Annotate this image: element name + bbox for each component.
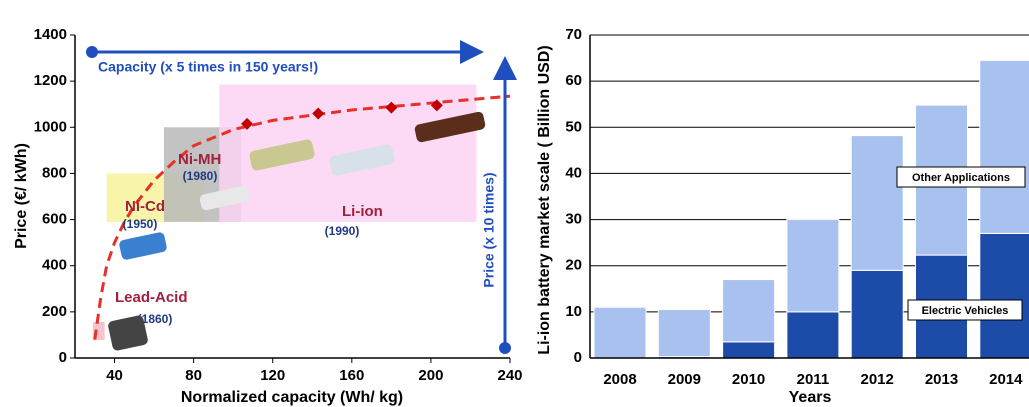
x-tick-label: 2013 bbox=[925, 371, 958, 388]
region-label: Ni-Cd bbox=[125, 198, 165, 215]
battery-icon bbox=[329, 144, 395, 176]
region-label: Li-ion bbox=[342, 203, 383, 220]
y-tick-label: 800 bbox=[42, 164, 67, 181]
foreground-layer: Lead-Acid (1860) Ni-Cd (1950) Ni-MH(1980) Li-… bbox=[34, 26, 1029, 388]
data-point bbox=[385, 101, 398, 114]
y-tick-label: 40 bbox=[565, 164, 582, 181]
y-tick-label: 60 bbox=[565, 72, 582, 89]
y-tick-label: 1000 bbox=[34, 118, 67, 135]
y-tick-label: 1200 bbox=[34, 72, 67, 89]
bar-segment bbox=[786, 219, 840, 313]
region bbox=[92, 322, 105, 341]
x-tick-label: 160 bbox=[339, 367, 364, 384]
battery-icon bbox=[414, 111, 486, 143]
x-tick-label: 120 bbox=[260, 367, 285, 384]
region-year: (1990) bbox=[325, 224, 360, 238]
region-year: (1950) bbox=[123, 217, 158, 231]
legend-label: Electric Vehicles bbox=[922, 305, 1009, 317]
y-tick-label: 600 bbox=[42, 211, 67, 228]
bar-segment bbox=[657, 309, 711, 358]
x-tick-label: 2011 bbox=[797, 371, 830, 388]
bar-segment bbox=[722, 341, 776, 359]
arrow-dot bbox=[499, 342, 511, 354]
y-tick-label: 20 bbox=[565, 257, 582, 274]
x-tick-label: 80 bbox=[185, 367, 202, 384]
x-tick-label: 240 bbox=[497, 367, 522, 384]
x-tick-label: 2008 bbox=[603, 371, 636, 388]
y-tick-label: 0 bbox=[59, 349, 67, 366]
bar-segment bbox=[979, 232, 1029, 359]
x-tick-label: 40 bbox=[106, 367, 123, 384]
y-axis-title: Li-ion battery market scale ( Billion US… bbox=[536, 45, 553, 354]
legend-label: Other Applications bbox=[912, 172, 1010, 184]
y-tick-label: 400 bbox=[42, 257, 67, 274]
y-tick-label: 50 bbox=[565, 118, 582, 135]
legend-box bbox=[896, 166, 1026, 188]
bar-segment bbox=[850, 269, 904, 359]
legend-box bbox=[907, 299, 1023, 321]
region-label: Ni-MH bbox=[178, 151, 221, 168]
y-tick-label: 0 bbox=[574, 349, 582, 366]
region-year: (1980) bbox=[183, 169, 218, 183]
bar-segment bbox=[979, 59, 1029, 234]
x-tick-label: 200 bbox=[418, 367, 443, 384]
x-axis-title: Normalized capacity (Wh/ kg) bbox=[181, 389, 403, 406]
x-axis-title: Years bbox=[789, 389, 832, 406]
battery-icon bbox=[119, 232, 167, 260]
region-year: (1860) bbox=[138, 312, 173, 326]
x-tick-label: 2009 bbox=[668, 371, 701, 388]
battery-icon bbox=[108, 315, 148, 351]
y-tick-label: 10 bbox=[565, 303, 582, 320]
x-tick-label: 2010 bbox=[732, 371, 765, 388]
bar-segment bbox=[786, 311, 840, 359]
region-label: Lead-Acid bbox=[115, 289, 188, 306]
y-tick-label: 70 bbox=[565, 26, 582, 43]
y-tick-label: 200 bbox=[42, 303, 67, 320]
bar-segment bbox=[850, 135, 904, 271]
y-axis-title: Price (€/ kWh) bbox=[13, 143, 30, 249]
bar-segment bbox=[593, 306, 647, 359]
annotation: Price (x 10 times) bbox=[481, 172, 497, 287]
data-point bbox=[241, 117, 254, 130]
x-tick-label: 2012 bbox=[861, 371, 894, 388]
battery-icon bbox=[199, 185, 251, 211]
y-tick-label: 30 bbox=[565, 211, 582, 228]
data-point bbox=[312, 107, 325, 120]
battery-icon bbox=[249, 139, 315, 171]
annotation: Capacity (x 5 times in 150 years!) bbox=[98, 59, 318, 75]
y-tick-label: 1400 bbox=[34, 26, 67, 43]
trend-line bbox=[93, 94, 511, 340]
arrow-dot bbox=[86, 46, 98, 58]
x-tick-label: 2014 bbox=[989, 371, 1023, 388]
bar-segment bbox=[722, 279, 776, 343]
data-point bbox=[430, 99, 443, 112]
